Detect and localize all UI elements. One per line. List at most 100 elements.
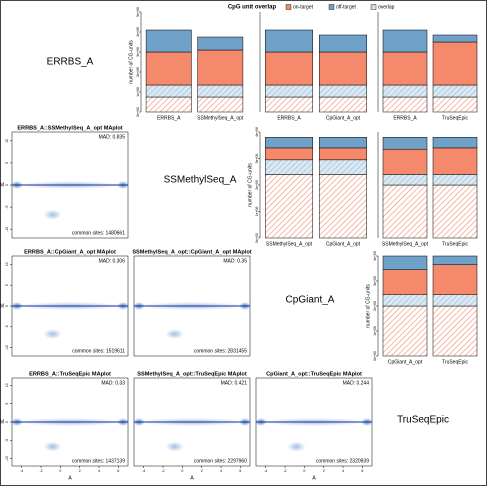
x-tick-label: 6 [117,469,119,473]
legend-label: overlap [378,5,395,11]
bar-segment [318,159,368,175]
bar-segment [382,29,428,53]
bar-segment [264,137,314,149]
y-tick-label: 4e+06 [373,251,377,261]
y-tick-label: 0e+00 [373,351,377,361]
y-axis-label: number of CG-units [365,284,371,328]
y-axis-label: M [0,182,4,188]
legend-label: on-target [293,5,314,11]
bar-segment [264,84,314,98]
mad-label: MAD: 0.421 [221,380,248,386]
bar-segment [432,264,478,295]
x-tick-label: 4 [220,469,222,473]
bar-segment [432,84,478,98]
y-tick-label: 3e+06 [136,47,140,57]
sites-label: common sites: 2831455 [194,348,247,354]
bar-segment [382,148,428,175]
y-tick-label: 0 [5,421,9,423]
y-axis-label: M [0,419,4,425]
y-tick-label: -10 [5,227,9,232]
x-tick-label: SSMethylSeq_A_opt [266,241,313,247]
x-tick-label: -4 [20,469,23,473]
panel-title: CpGiant_A_opt::TruSeqEpic MAplot [266,371,362,377]
x-tick-label: 2 [79,469,81,473]
bar-segment [382,84,428,98]
bar-segment [432,174,478,186]
x-tick-label: -4 [142,469,145,473]
y-tick-label: 10 [5,139,9,143]
y-tick-label: -10 [5,456,9,461]
diagonal-label: ERRBS_A [47,57,94,68]
x-tick-label: TruSeqEpic [442,115,468,121]
y-axis-label: M [0,303,4,309]
legend-swatch [285,4,292,10]
diagonal-label: TruSeqEpic [397,415,449,426]
bar-segment [432,137,478,149]
x-tick-label: -2 [283,469,286,473]
density [43,441,62,452]
y-tick-label: 0 [5,184,9,186]
bar-segment [318,174,368,239]
diagonal-label: SSMethylSeq_A [164,175,237,186]
bar-segment [145,96,192,113]
diagonal-label: CpGiant_A [286,295,335,306]
x-tick-label: CpGiant_A_opt [326,115,361,121]
bar-segment [382,51,428,86]
x-tick-label: CpGiant_A_opt [388,359,423,365]
bar-segment [382,184,428,239]
y-tick-label: -10 [5,345,9,350]
legend-label: off-target [336,5,357,11]
y-tick-label: 2e+06 [373,301,377,311]
bar-segment [382,255,428,270]
bar-segment [318,96,368,113]
x-tick-label: 6 [239,469,241,473]
bar-segment [432,147,478,175]
density [165,441,184,452]
y-tick-label: -5 [5,325,9,328]
x-tick-label: ERRBS_A [157,115,181,121]
x-tick-label: TruSeqEpic [442,241,468,247]
x-tick-label: 0 [59,469,61,473]
panel-title: SSMethylSeq_A_opt::TruSeqEpic MAplot [137,371,247,377]
mad-label: MAD: 0.835 [99,134,126,140]
mad-label: MAD: 0.33 [101,380,125,386]
x-tick-label: SSMethylSeq_A_opt [382,241,429,247]
y-tick-label: 0e+00 [255,233,259,243]
x-tick-label: -2 [161,469,164,473]
bar-segment [197,36,244,51]
sites-label: common sites: 1519611 [72,348,125,354]
y-tick-label: 3e+06 [255,154,259,164]
y-tick-label: 1e+06 [136,87,140,97]
bar-segment [432,305,478,357]
figure-title: CpG unit overlap [228,5,277,11]
bar-segment [264,147,314,161]
x-tick-label: SSMethylSeq_A_opt [197,115,244,121]
x-axis-label: A [190,475,194,481]
y-tick-label: 2e+06 [255,180,259,190]
bar-segment [432,255,478,265]
density [287,441,306,452]
x-tick-label: 6 [361,469,363,473]
panel-title: ERRBS_A::CpGiant_A_opt MAplot [24,249,116,255]
bar-segment [264,29,314,53]
sites-label: common sites: 2297960 [194,458,247,464]
x-tick-label: ERRBS_A [393,115,417,121]
legend-swatch [328,4,335,10]
y-tick-label: 2e+06 [136,67,140,77]
y-tick-label: 5e+06 [136,7,140,17]
bar-segment [382,174,428,186]
sites-label: common sites: 1480661 [72,230,125,236]
bar-segment [318,84,368,98]
y-tick-label: 1e+06 [255,207,259,217]
panel-title: SSMethylSeq_A_opt::CpGiant_A_opt MAplot [132,249,251,255]
sites-label: common sites: 1437139 [72,458,125,464]
y-tick-label: 10 [5,262,9,266]
y-tick-label: -5 [5,205,9,208]
x-tick-label: -2 [39,469,42,473]
bar-segment [432,34,478,43]
bar-segment [318,51,368,86]
bar-segment [264,159,314,175]
bar-segment [145,84,192,98]
x-tick-label: 2 [323,469,325,473]
